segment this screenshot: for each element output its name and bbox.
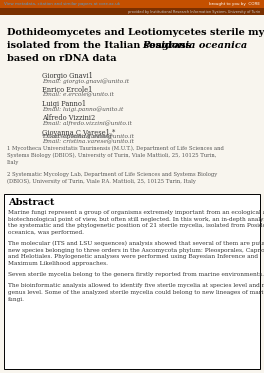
Text: Email: giorgio.gnavi@unito.it: Email: giorgio.gnavi@unito.it xyxy=(42,78,129,84)
Bar xyxy=(0,8,264,15)
Text: * Corresponding author: * Corresponding author xyxy=(42,134,112,139)
Text: The molecular (ITS and LSU sequences) analysis showed that several of them are p: The molecular (ITS and LSU sequences) an… xyxy=(8,241,264,266)
Text: Email: cristina.varese@unito.it: Email: cristina.varese@unito.it xyxy=(42,134,134,139)
Text: Luigi Panno1: Luigi Panno1 xyxy=(42,100,86,108)
Text: Email: alfredo.vizzini@unito.it: Email: alfredo.vizzini@unito.it xyxy=(42,120,132,126)
Text: Email: cristina.varese@unito.it: Email: cristina.varese@unito.it xyxy=(42,139,134,144)
Text: Dothideomycetes and Leotiomycetes sterile mycelia: Dothideomycetes and Leotiomycetes steril… xyxy=(7,28,264,37)
Text: Alfredo Vizzini2: Alfredo Vizzini2 xyxy=(42,114,95,122)
Text: Giovanna C Varese1,*: Giovanna C Varese1,* xyxy=(42,128,115,136)
Text: Email: luigi.panno@unito.it: Email: luigi.panno@unito.it xyxy=(42,106,123,112)
Text: based on rDNA data: based on rDNA data xyxy=(7,54,117,63)
Text: View metadata, citation and similar papers at core.ac.uk: View metadata, citation and similar pape… xyxy=(4,3,120,6)
Text: isolated from the Italian seagrass: isolated from the Italian seagrass xyxy=(7,41,195,50)
Text: Marine fungi represent a group of organisms extremely important from an ecologic: Marine fungi represent a group of organi… xyxy=(8,210,264,235)
Bar xyxy=(0,0,264,8)
Text: 2 Systematic Mycology Lab, Department of Life Sciences and Systems Biology
(DBIO: 2 Systematic Mycology Lab, Department of… xyxy=(7,172,217,184)
Text: The bioinformatic analysis allowed to identify five sterile mycelia at species l: The bioinformatic analysis allowed to id… xyxy=(8,283,264,302)
Text: Posidonia oceanica: Posidonia oceanica xyxy=(142,41,247,50)
Text: Seven sterile mycelia belong to the genera firstly reported from marine environm: Seven sterile mycelia belong to the gene… xyxy=(8,272,264,277)
Text: Email: e.ercole@unito.it: Email: e.ercole@unito.it xyxy=(42,92,114,97)
Text: Giorgio Gnavi1: Giorgio Gnavi1 xyxy=(42,72,93,80)
Text: brought to you by  CORE: brought to you by CORE xyxy=(209,3,260,6)
Text: Abstract: Abstract xyxy=(8,198,54,207)
FancyBboxPatch shape xyxy=(4,194,260,369)
Text: 1 Mycotheca Universitatis Taurinensis (M.U.T.), Department of Life Sciences and
: 1 Mycotheca Universitatis Taurinensis (M… xyxy=(7,146,224,165)
Text: Enrico Ercole1: Enrico Ercole1 xyxy=(42,86,92,94)
Text: provided by Institutional Research Information System, University of Turin: provided by Institutional Research Infor… xyxy=(128,9,260,13)
